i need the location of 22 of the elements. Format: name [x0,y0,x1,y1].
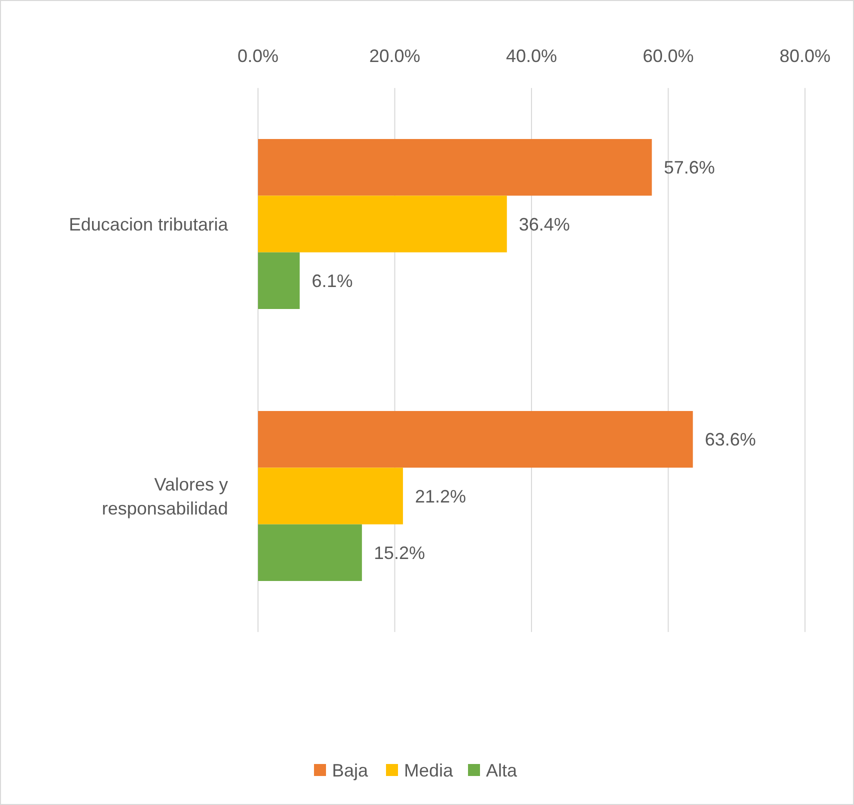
data-label: 6.1% [312,270,353,291]
data-label: 36.4% [518,214,570,234]
bar [258,468,403,524]
y-tick-label: Educacion tributaria [68,214,229,234]
data-label: 63.6% [704,430,756,450]
x-tick-label: 80.0% [779,46,831,66]
bar [258,524,362,581]
x-tick-label: 20.0% [369,46,420,66]
x-tick-label: 60.0% [642,46,694,66]
data-label: 15.2% [374,542,425,563]
legend-label: Baja [332,760,370,780]
legend-label: Media [404,760,454,780]
bar [258,411,693,468]
x-tick-label: 40.0% [506,46,558,66]
bar [258,252,300,309]
data-label: 57.6% [664,158,715,178]
bar [258,196,507,252]
legend-label: Alta [486,760,518,780]
data-label: 21.2% [414,486,466,506]
x-tick-label: 0.0% [237,46,279,66]
y-tick-label: Valores y responsabilidad [102,474,228,518]
bar [258,139,652,196]
